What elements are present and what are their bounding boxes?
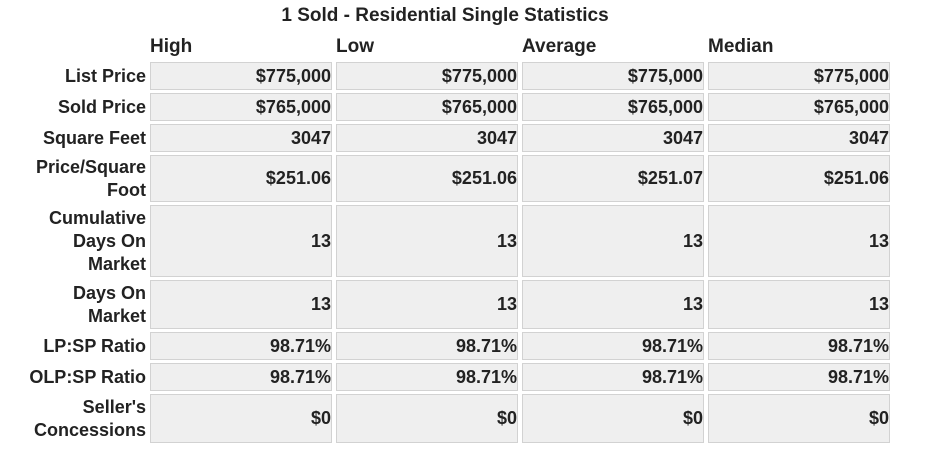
- sold-price-high: $765,000: [150, 93, 332, 121]
- days-on-market-average: 13: [522, 280, 704, 329]
- square-feet-high: 3047: [150, 124, 332, 152]
- sellers-concessions-high: $0: [150, 394, 332, 443]
- row-label-lp-sp-ratio: LP:SP Ratio: [43, 335, 146, 356]
- cumulative-days-on-market-median: 13: [708, 205, 890, 277]
- corner-cell: [18, 35, 146, 59]
- price-per-square-foot-low: $251.06: [336, 155, 518, 202]
- table-row: LP:SP Ratio 98.71% 98.71% 98.71% 98.71%: [18, 332, 890, 360]
- list-price-high: $775,000: [150, 62, 332, 90]
- row-label-list-price: List Price: [64, 65, 146, 86]
- square-feet-low: 3047: [336, 124, 518, 152]
- sellers-concessions-average: $0: [522, 394, 704, 443]
- table-row: Square Feet 3047 3047 3047 3047: [18, 124, 890, 152]
- column-header-low: Low: [336, 36, 374, 57]
- list-price-average: $775,000: [522, 62, 704, 90]
- olp-sp-ratio-average: 98.71%: [522, 363, 704, 391]
- column-header-high: High: [150, 36, 193, 57]
- cumulative-days-on-market-average: 13: [522, 205, 704, 277]
- row-label-sold-price: Sold Price: [57, 96, 146, 117]
- olp-sp-ratio-high: 98.71%: [150, 363, 332, 391]
- sold-price-average: $765,000: [522, 93, 704, 121]
- lp-sp-ratio-average: 98.71%: [522, 332, 704, 360]
- sold-price-median: $765,000: [708, 93, 890, 121]
- price-per-square-foot-median: $251.06: [708, 155, 890, 202]
- lp-sp-ratio-high: 98.71%: [150, 332, 332, 360]
- list-price-low: $775,000: [336, 62, 518, 90]
- lp-sp-ratio-median: 98.71%: [708, 332, 890, 360]
- table-row: Sold Price $765,000 $765,000 $765,000 $7…: [18, 93, 890, 121]
- column-header-median: Median: [708, 36, 774, 57]
- table-row: Days On Market 13 13 13 13: [18, 280, 890, 329]
- row-label-cumulative-days-on-market: Cumulative Days On Market: [48, 207, 146, 274]
- days-on-market-low: 13: [336, 280, 518, 329]
- price-per-square-foot-average: $251.07: [522, 155, 704, 202]
- table-row: Seller's Concessions $0 $0 $0 $0: [18, 394, 890, 443]
- sold-price-low: $765,000: [336, 93, 518, 121]
- table-row: OLP:SP Ratio 98.71% 98.71% 98.71% 98.71%: [18, 363, 890, 391]
- olp-sp-ratio-low: 98.71%: [336, 363, 518, 391]
- table-row: Price/Square Foot $251.06 $251.06 $251.0…: [18, 155, 890, 202]
- row-label-price-per-square-foot: Price/Square Foot: [35, 156, 146, 200]
- row-label-days-on-market: Days On Market: [72, 282, 146, 326]
- list-price-median: $775,000: [708, 62, 890, 90]
- statistics-table: High Low Average Median List Price $775,…: [14, 32, 894, 446]
- cumulative-days-on-market-low: 13: [336, 205, 518, 277]
- table-row: List Price $775,000 $775,000 $775,000 $7…: [18, 62, 890, 90]
- lp-sp-ratio-low: 98.71%: [336, 332, 518, 360]
- row-label-sellers-concessions: Seller's Concessions: [33, 396, 146, 440]
- days-on-market-high: 13: [150, 280, 332, 329]
- row-label-square-feet: Square Feet: [42, 127, 146, 148]
- price-per-square-foot-high: $251.06: [150, 155, 332, 202]
- page-title: 1 Sold - Residential Single Statistics: [281, 5, 609, 26]
- row-label-olp-sp-ratio: OLP:SP Ratio: [29, 366, 146, 387]
- sellers-concessions-median: $0: [708, 394, 890, 443]
- cumulative-days-on-market-high: 13: [150, 205, 332, 277]
- sellers-concessions-low: $0: [336, 394, 518, 443]
- table-row: Cumulative Days On Market 13 13 13 13: [18, 205, 890, 277]
- days-on-market-median: 13: [708, 280, 890, 329]
- olp-sp-ratio-median: 98.71%: [708, 363, 890, 391]
- square-feet-average: 3047: [522, 124, 704, 152]
- column-header-row: High Low Average Median: [18, 35, 890, 59]
- column-header-average: Average: [522, 36, 597, 57]
- square-feet-median: 3047: [708, 124, 890, 152]
